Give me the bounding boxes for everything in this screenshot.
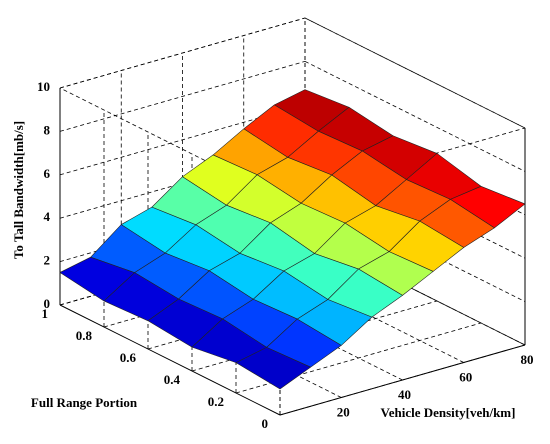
y-tick-label: 0.4	[164, 372, 181, 387]
y-tick-label: 0	[262, 416, 269, 431]
z-tick-label: 6	[44, 166, 51, 181]
y-axis-label: Full Range Portion	[31, 395, 138, 410]
x-tick-label: 80	[521, 352, 534, 367]
z-tick-label: 8	[44, 122, 51, 137]
surface-face	[235, 347, 311, 390]
grid-line	[304, 17, 526, 129]
grid-line	[59, 61, 306, 132]
y-tick-label: 0.6	[120, 350, 137, 365]
grid-line	[304, 61, 526, 172]
x-tick-label: 20	[337, 404, 350, 419]
z-axis-label: To Tall Bandwidth[mb/s]	[11, 121, 26, 259]
grid-line	[279, 344, 526, 416]
z-tick-label: 0	[44, 296, 51, 311]
grid-line	[59, 17, 306, 89]
x-tick-label: 60	[459, 369, 472, 384]
y-tick-label: 1	[42, 306, 49, 321]
axis-line	[59, 304, 281, 416]
z-tick-label: 4	[44, 209, 51, 224]
y-tick-label: 0.2	[208, 394, 224, 409]
x-tick-label: 40	[398, 387, 411, 402]
z-tick-label: 10	[37, 79, 50, 94]
z-tick-label: 2	[44, 253, 51, 268]
y-tick-label: 0.8	[76, 328, 93, 343]
x-axis-label: Vehicle Density[veh/km]	[381, 405, 516, 420]
